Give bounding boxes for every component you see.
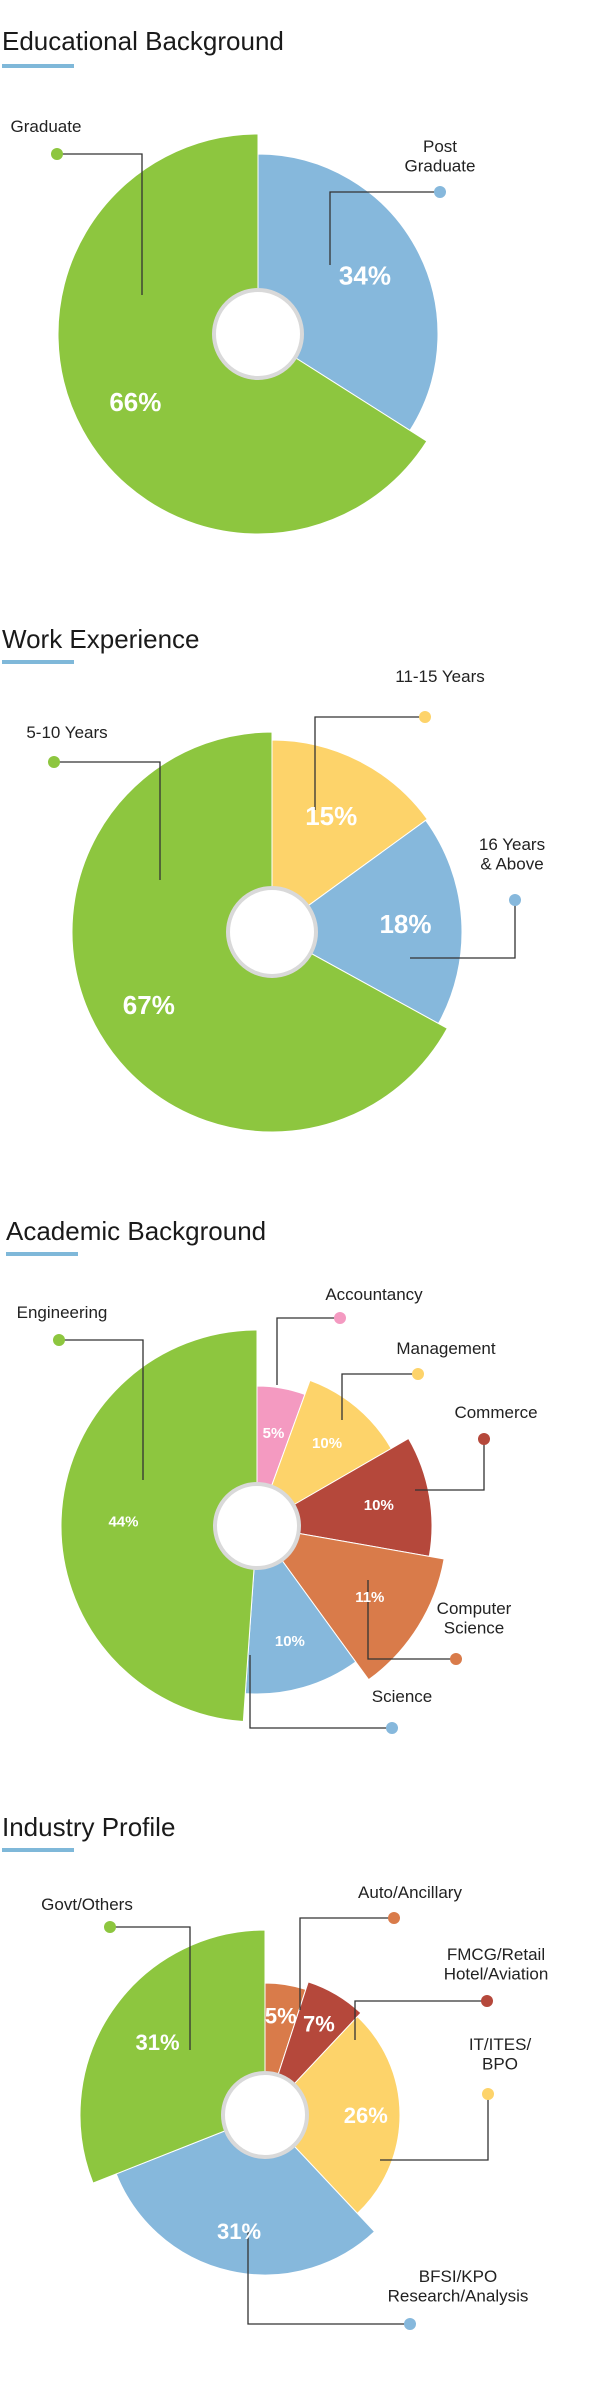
label-dot-it-ites-bpo (482, 2088, 494, 2100)
data-label-commerce: 10% (364, 1497, 394, 1514)
category-label-graduate: Graduate (11, 117, 82, 136)
category-label-post-graduate: Post Graduate (405, 137, 476, 176)
data-label-accountancy: 5% (263, 1425, 285, 1442)
category-label-it-ites-bpo: IT/ITES/BPO (469, 2035, 532, 2074)
leader-line-bfsi-kpo-research-analysis (247, 2228, 410, 2325)
leader-line-post-graduate (329, 191, 440, 265)
pie-chart-educational-background: 34% 66% Post Graduate Graduate (11, 117, 476, 535)
data-label-fmcg-retail-hotel-aviation: 7% (303, 2012, 335, 2037)
category-label-govt-others: Govt/Others (41, 1895, 133, 1914)
label-dot-graduate (51, 148, 63, 160)
data-label-16-years-above: 18% (379, 909, 431, 939)
chart-title: Academic Background (6, 1216, 267, 1246)
label-dot-11-15-years (419, 711, 431, 723)
data-label-11-15-years: 15% (305, 801, 357, 831)
data-label-bfsi-kpo-research-analysis: 31% (217, 2219, 261, 2244)
label-dot-management (412, 1368, 424, 1380)
leader-line-management (341, 1373, 418, 1420)
section-academic-background: Academic Background (0, 1190, 601, 1750)
label-dot-commerce (478, 1433, 490, 1445)
chart-title: Work Experience (2, 624, 200, 654)
label-dot-govt-others (104, 1921, 116, 1933)
leader-line-16-years-above (410, 900, 516, 959)
data-label-management: 10% (312, 1435, 342, 1452)
category-label-accountancy: Accountancy (325, 1285, 423, 1304)
center-hole (221, 2071, 309, 2159)
leader-line-fmcg-retail-hotel-aviation (354, 2000, 487, 2040)
label-dot-science (386, 1722, 398, 1734)
center-hole (213, 1482, 301, 1570)
label-dot-fmcg-retail-hotel-aviation (481, 1995, 493, 2007)
category-label-auto-ancillary: Auto/Ancillary (358, 1883, 462, 1902)
data-label-5-10-years: 67% (123, 990, 175, 1020)
data-label-computer-science: 11% (355, 1589, 384, 1606)
data-label-auto-ancillary: 5% (265, 2003, 297, 2028)
category-label-fmcg-retail-hotel-aviation: FMCG/Retail Hotel/Aviation (444, 1945, 549, 1984)
center-hole (212, 288, 304, 380)
label-dot-engineering (53, 1334, 65, 1346)
pie-chart-industry-profile: 5% 7% 26% 31% 31% Auto/Ancillary FMCG/Retail Ho… (41, 1883, 548, 2330)
leader-line-commerce (415, 1439, 485, 1491)
title-underline (2, 660, 74, 664)
chart-title: Industry Profile (2, 1812, 176, 1842)
title-underline (2, 1848, 74, 1852)
section-work-experience: Work Experience (0, 600, 601, 1160)
data-label-engineering: 44% (108, 1514, 138, 1531)
category-label-commerce: Commerce (454, 1403, 537, 1422)
data-label-post-graduate: 34% (339, 261, 391, 291)
leader-line-computer-science (367, 1580, 456, 1660)
center-hole (226, 886, 318, 978)
pie-chart-academic-background: 5% 10% 10% 11% 10% 44% Accountancy Management Co… (17, 1285, 538, 1734)
leader-line-govt-others (110, 1926, 191, 2050)
label-dot-accountancy (334, 1312, 346, 1324)
data-label-science: 10% (275, 1633, 305, 1650)
label-dot-5-10-years (48, 756, 60, 768)
leader-line-5-10-years (54, 761, 161, 880)
label-dot-auto-ancillary (388, 1912, 400, 1924)
leader-line-it-ites-bpo (380, 2094, 489, 2161)
category-label-16-years-above: 16 Years & Above (479, 835, 545, 874)
category-label-science: Science (372, 1687, 432, 1706)
label-dot-16-years-above (509, 894, 521, 906)
category-label-11-15-years: 11-15 Years (395, 667, 484, 686)
leader-line-11-15-years (314, 716, 425, 810)
data-label-graduate: 66% (109, 387, 161, 417)
section-industry-profile: Industry Profile (0, 1780, 601, 2380)
title-underline (6, 1252, 78, 1256)
label-dot-bfsi-kpo-research-analysis (404, 2318, 416, 2330)
leader-line-accountancy (276, 1317, 340, 1385)
category-label-5-10-years: 5-10 Years (26, 723, 107, 742)
category-label-engineering: Engineering (17, 1303, 108, 1322)
chart-title: Educational Background (2, 26, 284, 56)
leader-line-graduate (57, 153, 143, 295)
leader-line-science (249, 1655, 392, 1729)
title-underline (2, 64, 74, 68)
label-dot-computer-science (450, 1653, 462, 1665)
section-educational-background: Educational Background (0, 0, 601, 560)
pie-chart-work-experience: 15% 18% 67% 11-15 Years 16 Years & Above 5-10 … (26, 667, 545, 1133)
data-label-it-ites-bpo: 26% (344, 2103, 388, 2128)
leader-line-engineering (59, 1339, 144, 1480)
label-dot-post-graduate (434, 186, 446, 198)
data-label-govt-others: 31% (136, 2030, 180, 2055)
category-label-bfsi-kpo-research-analysis: BFSI/KPO Research/Analysis (388, 2267, 529, 2306)
category-label-computer-science: Computer Science (437, 1599, 512, 1638)
category-label-management: Management (396, 1339, 496, 1358)
leader-line-auto-ancillary (299, 1917, 394, 2010)
